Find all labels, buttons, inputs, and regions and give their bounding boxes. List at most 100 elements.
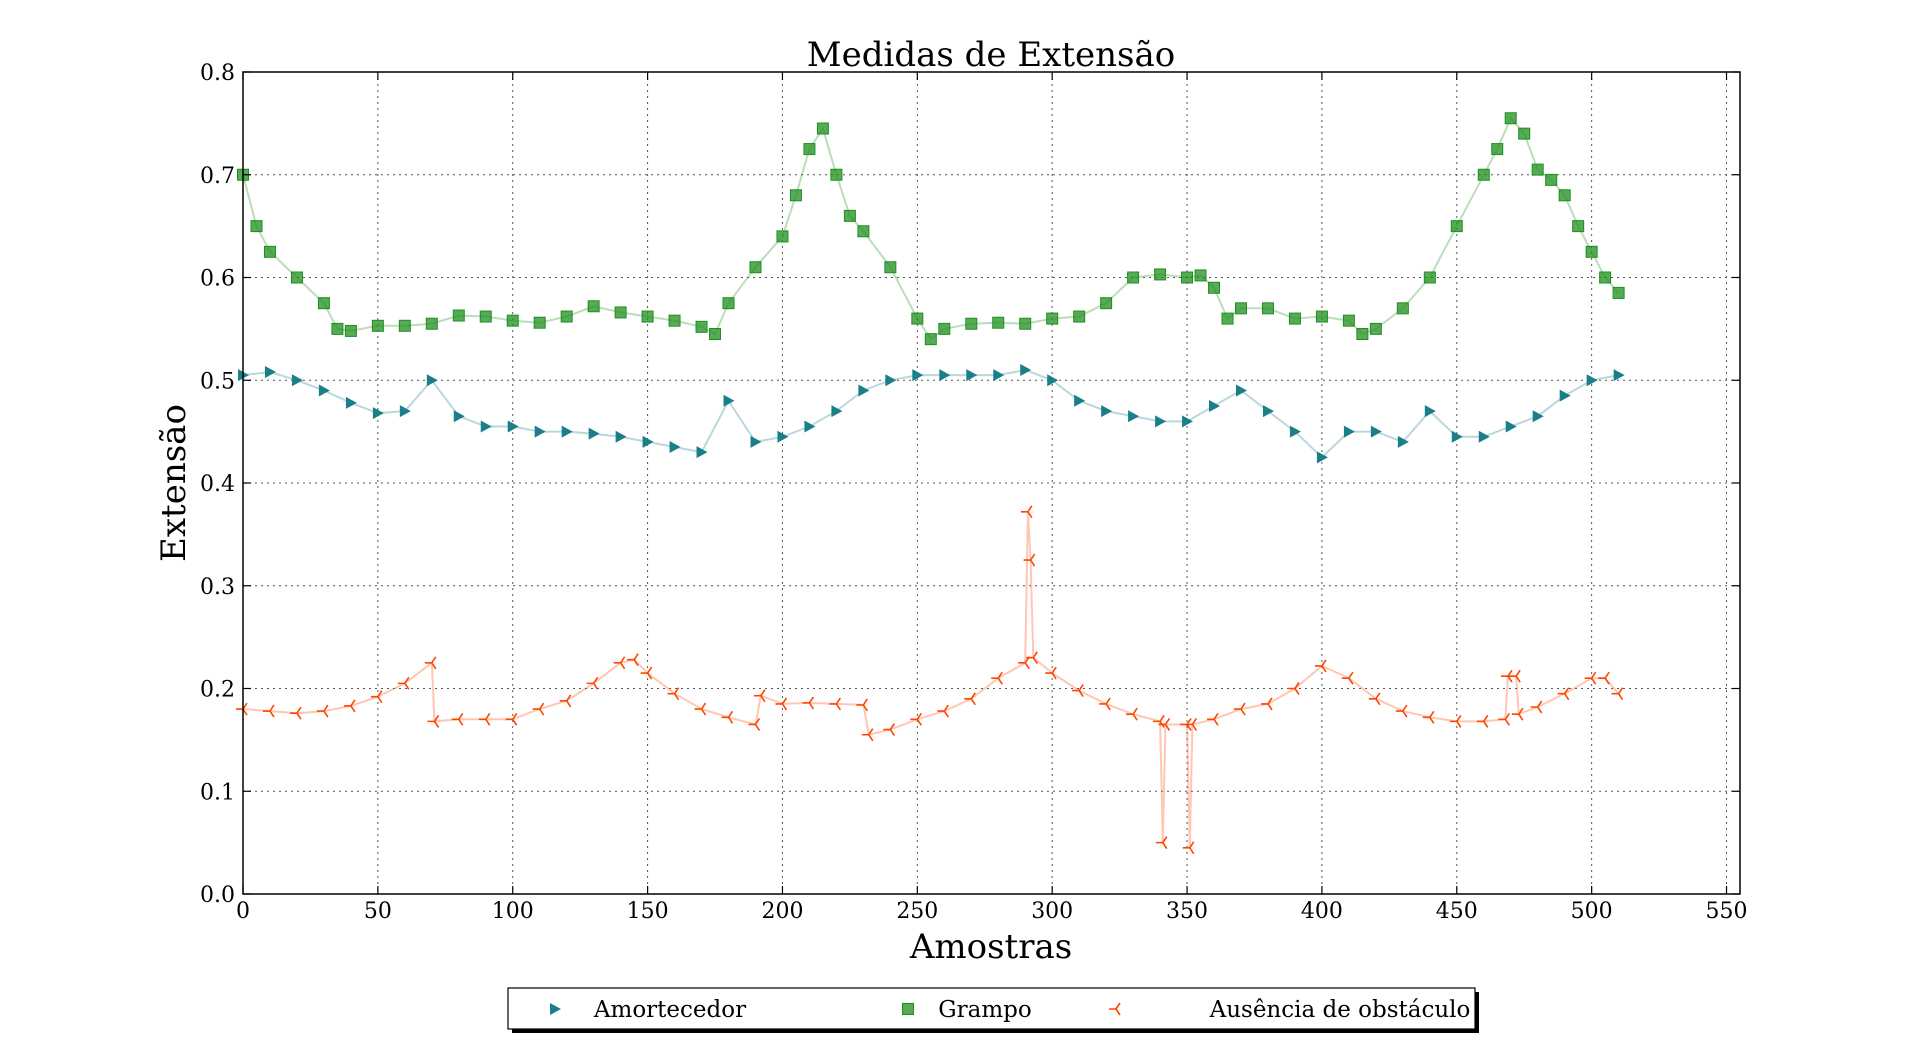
data-point-2 [753, 689, 766, 703]
data-point-2 [1099, 697, 1111, 711]
x-tick-label: 450 [1436, 899, 1478, 924]
y-tick-label: 0.0 [200, 883, 235, 908]
data-point-2 [1422, 710, 1435, 724]
y-tick-label: 0.2 [200, 678, 235, 703]
data-point-1 [1127, 271, 1140, 284]
data-point-0 [642, 435, 654, 448]
data-point-2 [1509, 669, 1521, 683]
y-tick-label: 0.5 [200, 369, 235, 394]
data-point-2 [1557, 687, 1570, 701]
data-point-0 [534, 425, 546, 438]
legend-marker-1 [902, 1003, 914, 1015]
data-point-2 [1611, 687, 1624, 701]
legend: Amortecedor Grampo Ausência de obstáculo [507, 987, 1479, 1033]
data-point-2 [1045, 666, 1057, 680]
data-point-0 [507, 420, 519, 433]
data-point-0 [804, 420, 816, 433]
data-point-0 [669, 441, 681, 454]
data-point-2 [856, 698, 869, 712]
data-point-1 [1194, 269, 1207, 282]
data-point-0 [291, 374, 303, 387]
data-point-2 [775, 697, 788, 711]
x-tick-label: 250 [896, 899, 938, 924]
data-point-0 [1182, 415, 1194, 428]
data-point-2 [613, 656, 626, 670]
x-tick-label: 200 [761, 899, 803, 924]
data-point-1 [816, 122, 829, 135]
data-point-1 [1450, 220, 1463, 233]
data-point-1 [789, 189, 802, 202]
data-point-1 [722, 297, 735, 310]
data-point-1 [290, 271, 303, 284]
data-point-1 [1491, 143, 1504, 156]
data-point-2 [424, 656, 437, 670]
data-point-2 [586, 676, 599, 690]
data-point-1 [1221, 312, 1234, 325]
data-point-2 [1476, 714, 1489, 728]
legend-box [507, 987, 1476, 1030]
data-point-1 [1181, 271, 1194, 284]
data-point-2 [721, 710, 734, 724]
data-point-0 [1424, 405, 1436, 418]
data-point-2 [802, 696, 815, 710]
data-point-1 [911, 312, 924, 325]
data-point-1 [1356, 328, 1369, 341]
data-point-1 [1585, 245, 1598, 258]
y-tick-label: 0.8 [200, 61, 235, 86]
data-point-0 [1289, 425, 1301, 438]
data-point-2 [427, 714, 440, 728]
data-point-0 [345, 396, 357, 409]
x-tick-label: 0 [236, 899, 250, 924]
data-point-2 [748, 718, 761, 731]
data-point-0 [1559, 389, 1571, 402]
y-tick-label: 0.3 [200, 575, 235, 600]
data-point-2 [397, 676, 410, 690]
data-point-1 [641, 310, 654, 323]
data-point-2 [478, 712, 491, 726]
data-point-2 [1395, 704, 1408, 718]
x-tick-label: 150 [627, 899, 669, 924]
data-point-1 [317, 297, 330, 310]
series-markers [236, 112, 1625, 855]
data-point-1 [452, 309, 465, 322]
data-point-0 [993, 369, 1005, 382]
data-point-2 [627, 653, 639, 667]
data-point-2 [1023, 553, 1036, 567]
chart-title: Medidas de Extensão [807, 35, 1175, 75]
legend-label-0: Amortecedor [593, 997, 746, 1023]
data-point-0 [1370, 425, 1382, 438]
data-point-1 [1477, 168, 1490, 181]
data-point-1 [749, 261, 762, 274]
data-point-1 [1423, 271, 1436, 284]
data-point-1 [1518, 127, 1531, 140]
data-point-1 [709, 328, 722, 341]
data-point-2 [1449, 714, 1462, 728]
data-point-1 [992, 316, 1005, 329]
data-point-1 [371, 319, 384, 332]
data-point-0 [426, 374, 438, 387]
data-point-1 [1315, 310, 1328, 323]
axis-ticks: 0 50 100 150 200 250 300 350 400 450 500 550 0.0 0.1 0… [200, 61, 1748, 924]
data-point-2 [505, 712, 518, 726]
y-tick-label: 0.6 [200, 267, 235, 292]
data-point-0 [696, 446, 708, 459]
data-point-2 [1498, 712, 1511, 726]
data-point-0 [885, 374, 897, 387]
data-point-1 [1046, 312, 1059, 325]
y-axis-label: Extensão [154, 404, 194, 562]
data-point-0 [561, 425, 573, 438]
data-point-1 [1545, 173, 1558, 186]
data-point-1 [1369, 322, 1382, 335]
x-tick-label: 300 [1031, 899, 1073, 924]
data-point-1 [1612, 286, 1625, 299]
data-point-0 [858, 384, 870, 397]
x-tick-label: 550 [1706, 899, 1748, 924]
data-point-1 [506, 314, 519, 327]
data-point-1 [1208, 281, 1221, 294]
data-point-2 [1026, 651, 1038, 665]
data-point-1 [965, 317, 978, 330]
data-point-2 [1584, 671, 1597, 685]
data-point-2 [1207, 712, 1219, 726]
data-point-0 [1020, 363, 1032, 376]
